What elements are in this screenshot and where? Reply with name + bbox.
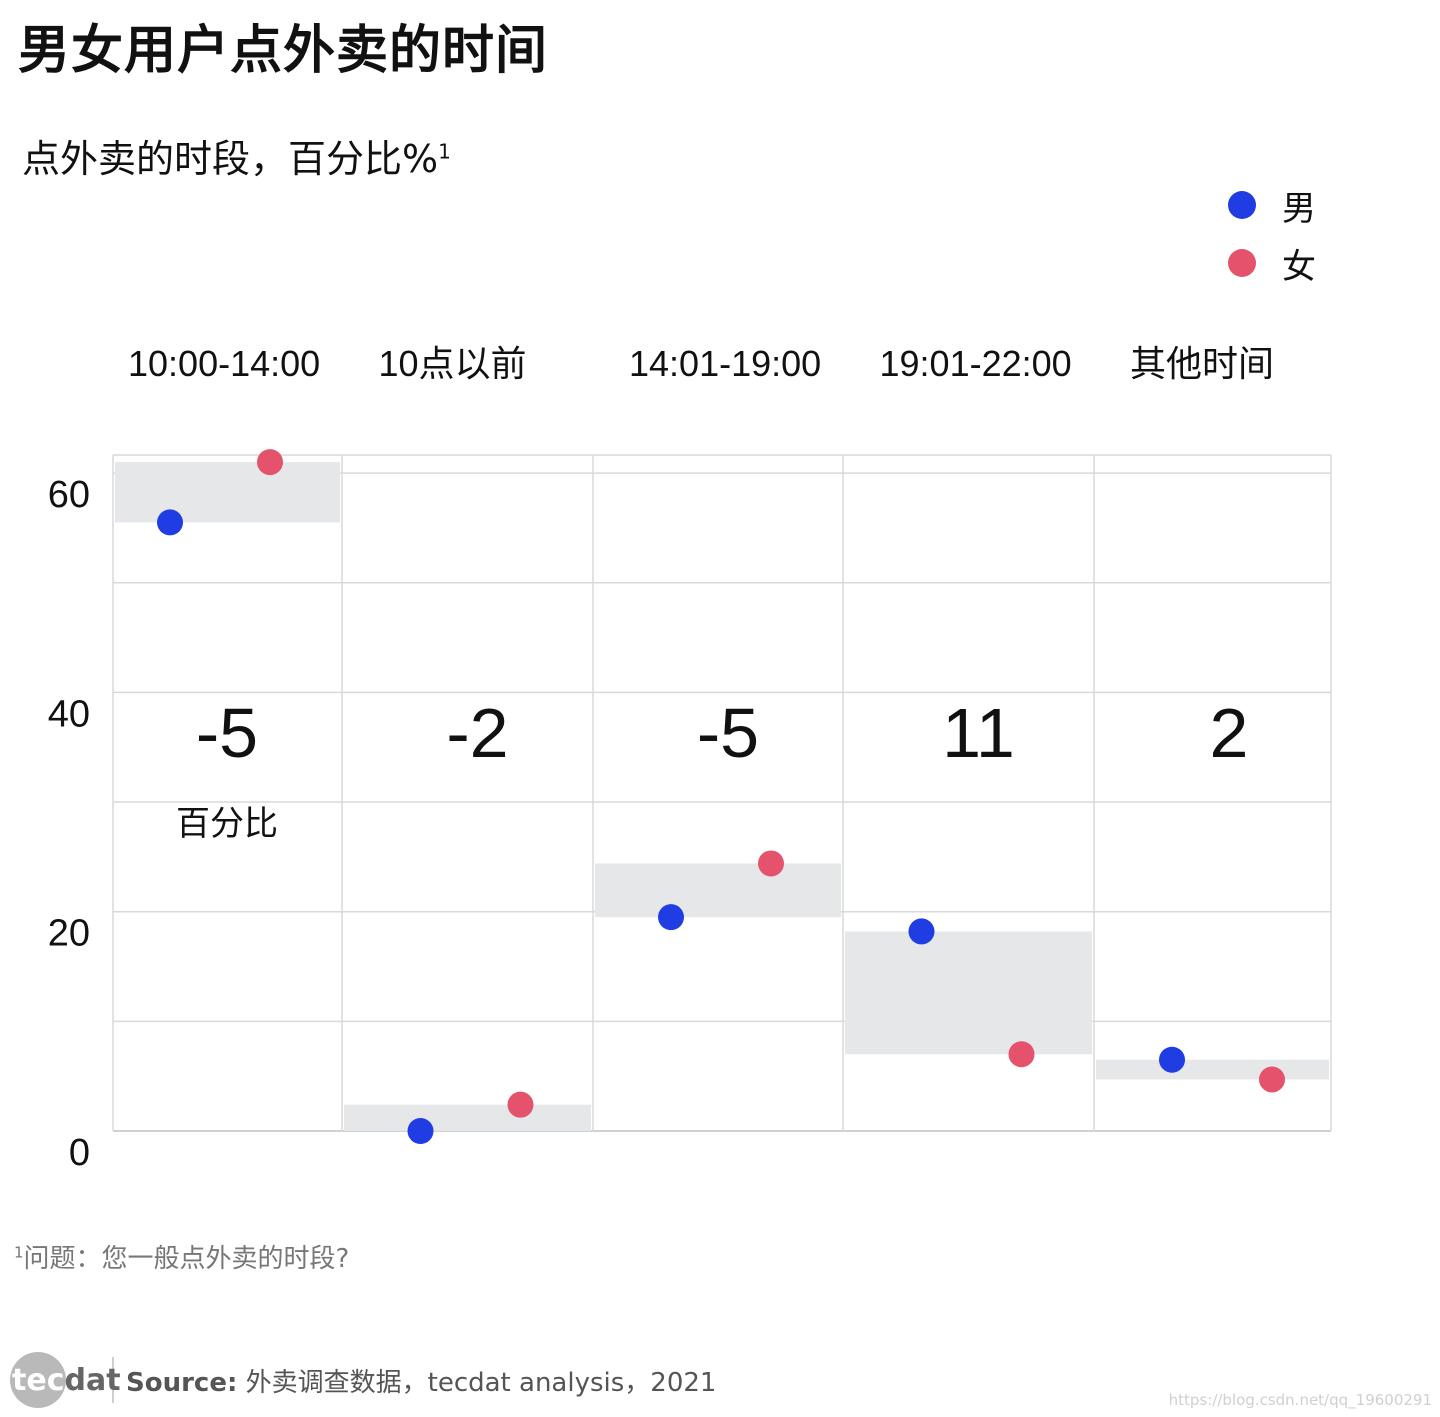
y-tick-label: 20 xyxy=(48,913,90,955)
subtitle-text: 点外卖的时段，百分比% xyxy=(22,137,439,181)
range-band xyxy=(595,863,841,918)
difference-caption: 百分比 xyxy=(176,805,278,843)
male-dot xyxy=(908,918,935,945)
logo-text: tecdat xyxy=(12,1362,121,1398)
difference-label: -5 xyxy=(697,694,759,772)
category-label: 10:00-14:00 xyxy=(128,343,320,384)
legend-item-female: 女 xyxy=(1228,234,1316,292)
category-label: 19:01-22:00 xyxy=(880,343,1072,384)
range-band xyxy=(344,1104,591,1131)
category-label: 其他时间 xyxy=(1130,343,1274,384)
legend-marker-female xyxy=(1228,249,1256,277)
range-band xyxy=(1096,1059,1329,1080)
footnote: 1问题：您一般点外卖的时段? xyxy=(14,1238,349,1275)
source-label: Source: xyxy=(126,1367,238,1398)
female-dot xyxy=(1008,1041,1035,1068)
legend-marker-male xyxy=(1228,191,1256,219)
source-line: Source: 外卖调查数据，tecdat analysis，2021 xyxy=(126,1362,716,1399)
legend-label-male: 男 xyxy=(1282,188,1316,229)
subtitle-footnote-mark: 1 xyxy=(438,139,451,164)
legend-label-female: 女 xyxy=(1282,246,1316,287)
difference-label: -5 xyxy=(196,694,258,772)
footnote-text: 问题：您一般点外卖的时段? xyxy=(23,1244,350,1274)
footnote-mark: 1 xyxy=(14,1243,24,1262)
female-dot xyxy=(1259,1066,1285,1093)
tecdat-logo: tecdat xyxy=(10,1352,121,1408)
chart-subtitle: 点外卖的时段，百分比%1 xyxy=(22,128,451,183)
male-dot xyxy=(407,1118,434,1144)
y-tick-label: 40 xyxy=(48,693,90,735)
male-dot xyxy=(157,509,183,536)
legend: 男 女 xyxy=(1228,176,1316,292)
female-dot xyxy=(758,850,784,877)
chart-title: 男女用户点外卖的时间 xyxy=(18,21,549,81)
logo-circle xyxy=(10,1352,66,1408)
difference-label: -2 xyxy=(446,694,508,772)
source-text: 外卖调查数据，tecdat analysis，2021 xyxy=(237,1367,717,1398)
range-band xyxy=(845,931,1092,1055)
female-dot xyxy=(257,449,283,476)
y-tick-label: 0 xyxy=(69,1132,90,1174)
category-label: 10点以前 xyxy=(379,343,527,384)
y-tick-label: 60 xyxy=(48,474,90,516)
range-band xyxy=(115,462,340,523)
difference-label: 2 xyxy=(1210,694,1249,772)
watermark: https://blog.csdn.net/qq_19600291 xyxy=(1168,1391,1432,1409)
difference-label: 11 xyxy=(942,694,1015,772)
category-label: 14:01-19:00 xyxy=(629,343,821,384)
female-dot xyxy=(507,1091,534,1118)
male-dot xyxy=(1159,1046,1185,1073)
male-dot xyxy=(658,904,684,931)
legend-item-male: 男 xyxy=(1228,176,1316,234)
footer-divider xyxy=(112,1357,114,1403)
footer: tecdat Source: 外卖调查数据，tecdat analysis，20… xyxy=(10,1352,716,1408)
